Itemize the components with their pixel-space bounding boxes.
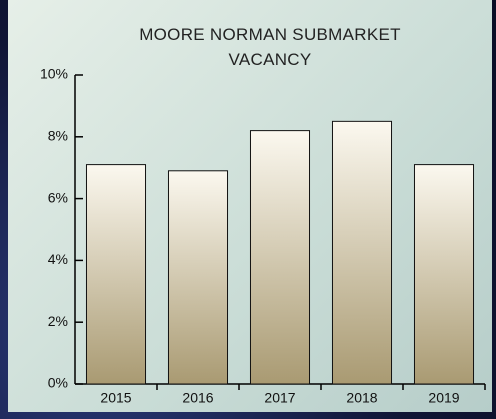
y-tick-label: 2%	[48, 313, 68, 329]
x-tick-label: 2018	[346, 390, 377, 406]
bar	[413, 164, 475, 385]
bar	[85, 164, 147, 385]
bar	[249, 130, 311, 385]
x-tick-label: 2017	[264, 390, 295, 406]
y-tick-label: 10%	[40, 66, 68, 82]
chart-title: MOORE NORMAN SUBMARKET VACANCY	[139, 25, 401, 69]
bar	[167, 170, 229, 385]
y-tick-label: 0%	[48, 375, 68, 391]
x-tick-label: 2016	[182, 390, 213, 406]
y-tick-label: 8%	[48, 128, 68, 144]
x-tick-label: 2019	[428, 390, 459, 406]
y-tick-label: 4%	[48, 251, 68, 267]
bar	[331, 120, 393, 385]
y-tick-label: 6%	[48, 189, 68, 205]
x-tick-label: 2015	[100, 390, 131, 406]
